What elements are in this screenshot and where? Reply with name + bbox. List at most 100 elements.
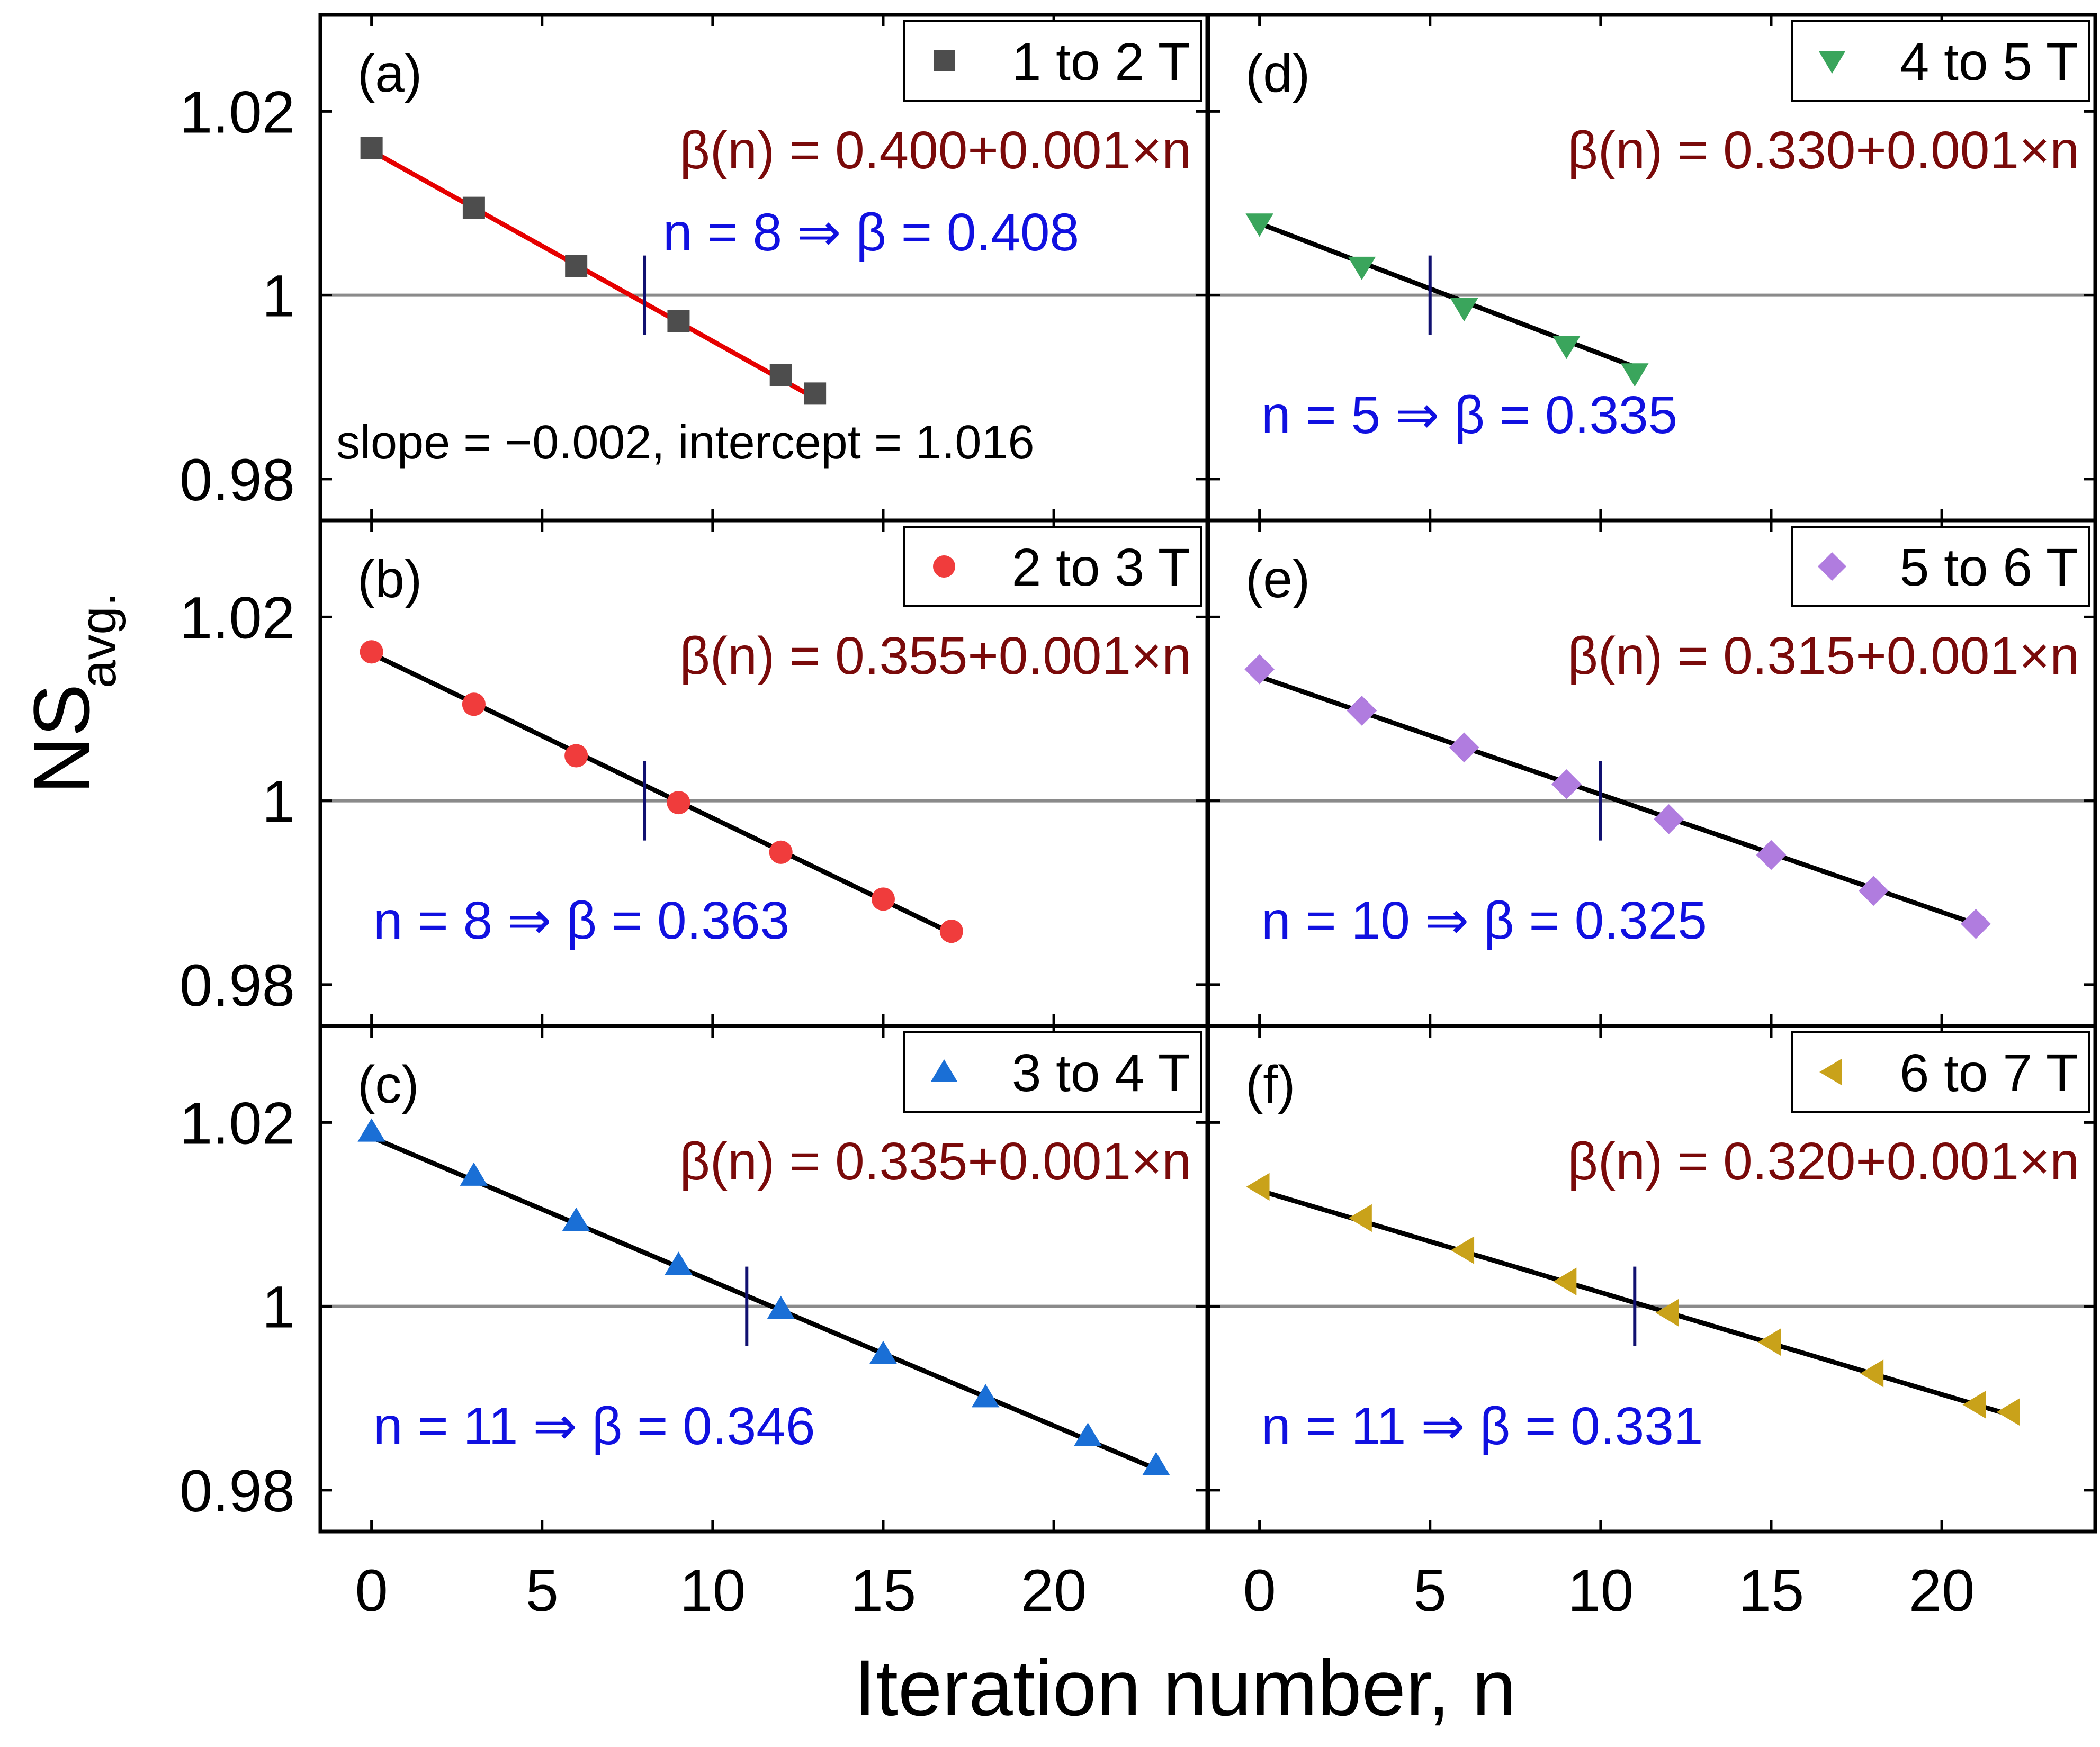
fit-note: slope = −0.002, intercept = 1.016 — [336, 416, 1035, 469]
y-axis-title-subscript: avg. — [70, 592, 127, 688]
data-point — [564, 744, 588, 768]
data-point — [1450, 298, 1478, 322]
data-point — [1551, 769, 1582, 799]
beta-result: n = 11 ⇒ β = 0.346 — [373, 1397, 815, 1456]
data-point — [1348, 256, 1376, 280]
data-point — [1962, 1391, 1986, 1419]
legend-box — [903, 1031, 1202, 1113]
legend-box — [1791, 1031, 2090, 1113]
data-point — [562, 1207, 590, 1231]
x-tick-label: 10 — [1568, 1557, 1634, 1624]
data-point — [1074, 1422, 1102, 1446]
panel-b: (b) 2 to 3 T β(n) = 0.355+0.001×n n = 8 ⇒ β… — [180, 518, 1209, 1028]
data-point — [1553, 1267, 1577, 1295]
y-tick-label: 1.02 — [180, 79, 295, 145]
data-point — [1142, 1452, 1170, 1475]
beta-result: n = 5 ⇒ β = 0.335 — [1261, 385, 1677, 445]
legend-label: 6 to 7 T — [1900, 1043, 2078, 1103]
data-point — [767, 1295, 795, 1319]
data-point — [667, 791, 690, 815]
data-point — [1621, 363, 1649, 387]
x-tick-label: 0 — [355, 1557, 388, 1624]
y-tick-label: 0.98 — [180, 1458, 295, 1524]
y-tick-label: 1 — [262, 1274, 295, 1340]
legend-marker — [931, 1059, 957, 1082]
panel-label: (c) — [357, 1055, 419, 1114]
panel-frame — [1206, 1024, 2097, 1534]
data-point — [1654, 804, 1684, 834]
data-point — [460, 1162, 488, 1186]
beta-result: n = 8 ⇒ β = 0.363 — [373, 891, 789, 950]
data-point — [869, 1340, 898, 1364]
legend-label: 4 to 5 T — [1900, 32, 2078, 92]
x-tick-label: 5 — [1414, 1557, 1447, 1624]
data-point — [462, 692, 486, 716]
x-tick-label: 15 — [1738, 1557, 1805, 1624]
legend-marker — [1819, 1059, 1842, 1085]
panel-label: (f) — [1245, 1055, 1295, 1114]
legend-label: 3 to 4 T — [1012, 1043, 1190, 1103]
beta-formula: β(n) = 0.355+0.001×n — [679, 626, 1191, 686]
data-point — [565, 255, 588, 277]
panel-label: (b) — [357, 550, 422, 609]
data-point — [360, 640, 383, 664]
x-tick-label: 20 — [1909, 1557, 1975, 1624]
beta-formula: β(n) = 0.400+0.001×n — [679, 121, 1191, 180]
panel-f: (f) 6 to 7 T β(n) = 0.320+0.001×n n = 11 ⇒ … — [1206, 1024, 2097, 1624]
data-point — [1245, 213, 1273, 237]
fit-line — [1259, 674, 1977, 926]
beta-formula: β(n) = 0.315+0.001×n — [1567, 626, 2079, 686]
data-point — [357, 1118, 385, 1142]
data-point — [1757, 1328, 1781, 1356]
data-point — [360, 137, 383, 159]
legend-marker — [1819, 51, 1845, 74]
x-tick-label: 10 — [680, 1557, 746, 1624]
y-tick-label: 1.02 — [180, 584, 295, 651]
data-point — [665, 1251, 693, 1275]
panel-a: (a) 1 to 2 T β(n) = 0.400+0.001×n n = 8 ⇒ β… — [180, 13, 1209, 523]
data-point — [1961, 908, 1991, 939]
x-tick-label: 0 — [1243, 1557, 1276, 1624]
panel-e: (e) 5 to 6 T β(n) = 0.315+0.001×n n = 10 ⇒ … — [1206, 518, 2097, 1028]
legend-marker — [934, 50, 955, 71]
y-tick-label: 1 — [262, 263, 295, 329]
legend-marker — [1818, 552, 1846, 581]
data-point — [1246, 1173, 1270, 1201]
beta-formula: β(n) = 0.320+0.001×n — [1567, 1132, 2079, 1191]
y-axis-title: NS avg. — [17, 592, 127, 794]
beta-result: n = 8 ⇒ β = 0.408 — [663, 203, 1079, 262]
y-tick-label: 0.98 — [180, 447, 295, 513]
data-point — [667, 310, 690, 332]
panels-layer: (a) 1 to 2 T β(n) = 0.400+0.001×n n = 8 ⇒ β… — [180, 13, 2097, 1624]
data-point — [871, 887, 895, 911]
data-point — [462, 196, 485, 219]
fit-line — [370, 149, 816, 400]
data-point — [769, 840, 793, 864]
data-point — [1552, 336, 1581, 359]
data-point — [1450, 1236, 1475, 1264]
legend-marker — [933, 555, 955, 578]
data-point — [1449, 732, 1479, 763]
beta-result: n = 11 ⇒ β = 0.331 — [1261, 1397, 1703, 1456]
legend-label: 1 to 2 T — [1012, 32, 1190, 92]
legend-label: 5 to 6 T — [1900, 538, 2078, 597]
x-tick-label: 5 — [526, 1557, 559, 1624]
x-tick-label: 15 — [850, 1557, 917, 1624]
y-tick-label: 1 — [262, 769, 295, 835]
x-axis-title: Iteration number, n — [854, 1643, 1516, 1732]
beta-formula: β(n) = 0.335+0.001×n — [679, 1132, 1191, 1191]
panel-c: (c) 3 to 4 T β(n) = 0.335+0.001×n n = 11 ⇒ … — [180, 1024, 1209, 1624]
data-point — [769, 364, 792, 386]
x-tick-label: 20 — [1021, 1557, 1087, 1624]
beta-formula: β(n) = 0.330+0.001×n — [1567, 121, 2079, 180]
y-tick-label: 0.98 — [180, 952, 295, 1019]
panel-label: (d) — [1245, 44, 1310, 103]
data-point — [1655, 1299, 1679, 1327]
data-point — [1996, 1398, 2020, 1426]
data-point — [1348, 1204, 1372, 1232]
panel-d: (d) 4 to 5 T β(n) = 0.330+0.001×n n = 5 ⇒ β… — [1206, 13, 2097, 523]
panel-label: (e) — [1245, 550, 1310, 609]
data-point — [1347, 696, 1377, 726]
y-axis-title-main: NS — [17, 684, 106, 794]
